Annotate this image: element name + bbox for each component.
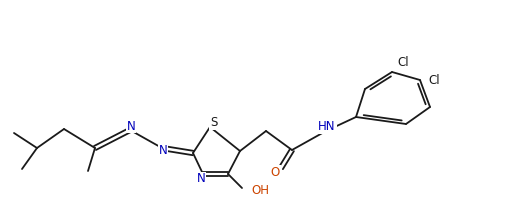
Text: N: N	[158, 144, 167, 158]
Text: O: O	[270, 165, 280, 179]
Text: OH: OH	[251, 183, 269, 197]
Text: N: N	[197, 173, 205, 185]
Text: N: N	[126, 120, 135, 133]
Text: Cl: Cl	[428, 75, 440, 87]
Text: S: S	[211, 117, 218, 129]
Text: HN: HN	[318, 121, 336, 134]
Text: Cl: Cl	[397, 57, 409, 69]
